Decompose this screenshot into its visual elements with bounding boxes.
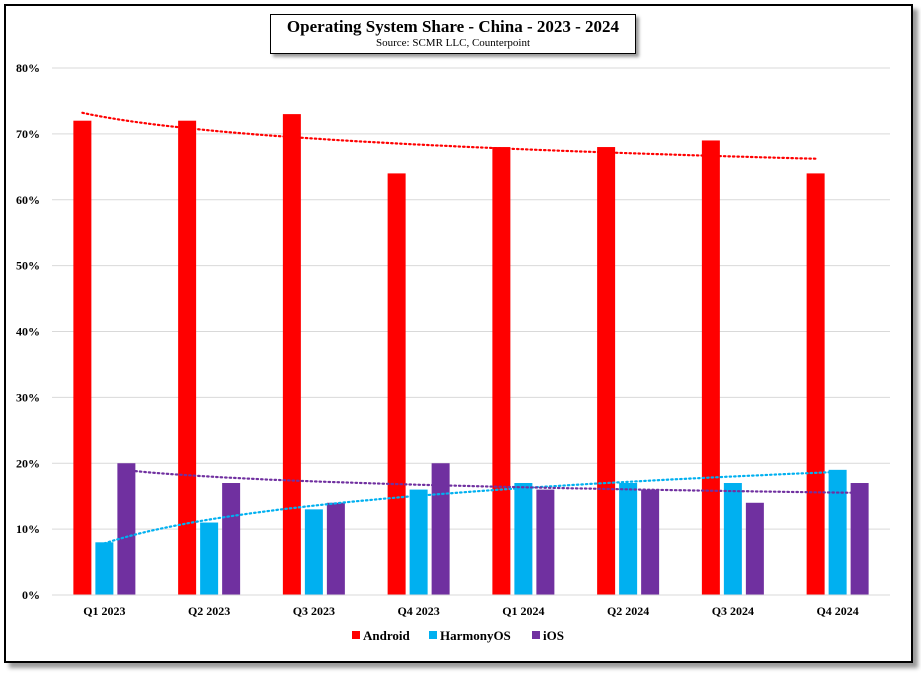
x-tick-label: Q3 2023 [293, 604, 335, 618]
bar-harmonyos [409, 489, 428, 595]
y-tick-label: 40% [16, 325, 40, 339]
y-tick-label: 20% [16, 456, 40, 470]
bar-android [282, 114, 301, 596]
bar-ios [222, 483, 241, 595]
bar-harmonyos [200, 522, 219, 595]
y-tick-label: 0% [22, 588, 40, 602]
legend-label-ios: iOS [543, 628, 564, 643]
y-tick-label: 70% [16, 127, 40, 141]
chart-subtitle: Source: SCMR LLC, Counterpoint [376, 37, 530, 49]
legend-label-android: Android [363, 628, 410, 643]
legend-label-harmonyos: HarmonyOS [440, 628, 511, 643]
title-box: Operating System Share - China - 2023 - … [270, 14, 636, 54]
y-tick-label: 60% [16, 193, 40, 207]
bar-harmonyos [619, 483, 638, 595]
x-tick-label: Q4 2023 [397, 604, 439, 618]
y-tick-label: 30% [16, 390, 40, 404]
trendline-android [81, 111, 817, 160]
x-tick-label: Q1 2024 [502, 604, 544, 618]
legend-swatch-ios [532, 631, 540, 639]
x-tick-label: Q1 2023 [83, 604, 125, 618]
bar-harmonyos [514, 483, 533, 595]
legend-swatch-android [352, 631, 360, 639]
bar-android [492, 147, 511, 596]
bar-harmonyos [723, 483, 742, 595]
trendline-harmonyos [103, 470, 839, 545]
bar-harmonyos [304, 509, 323, 595]
bar-harmonyos [95, 542, 114, 595]
chart-title: Operating System Share - China - 2023 - … [286, 17, 620, 36]
bar-android [73, 120, 92, 595]
y-tick-label: 50% [16, 259, 40, 273]
bar-ios [536, 489, 555, 595]
legend: Android HarmonyOS iOS [352, 628, 564, 643]
bar-android [701, 140, 720, 595]
x-tick-label: Q2 2023 [188, 604, 230, 618]
y-tick-label: 10% [16, 522, 40, 536]
legend-swatch-harmonyos [429, 631, 437, 639]
bar-harmonyos [828, 469, 847, 595]
x-axis: Q1 2023 Q2 2023 Q3 2023 Q4 2023 Q1 2024 Q2 20… [52, 594, 890, 618]
bar-ios [745, 502, 764, 595]
trendlines [81, 111, 861, 545]
bar-ios [641, 489, 660, 595]
x-tick-label: Q2 2024 [607, 604, 649, 618]
bar-ios [326, 502, 345, 595]
trendline-ios [125, 469, 861, 494]
x-tick-label: Q3 2024 [712, 604, 754, 618]
bar-android [387, 173, 406, 595]
y-axis: 0% 10% 20% 30% 40% 50% 60% 70% 80% [16, 61, 40, 602]
y-tick-label: 80% [16, 61, 40, 75]
bar-ios [850, 483, 869, 595]
x-tick-label: Q4 2024 [816, 604, 858, 618]
bar-android [597, 147, 616, 596]
bar-android [178, 120, 197, 595]
bar-android [806, 173, 825, 595]
bar-ios [117, 463, 136, 595]
bar-ios [431, 463, 450, 595]
